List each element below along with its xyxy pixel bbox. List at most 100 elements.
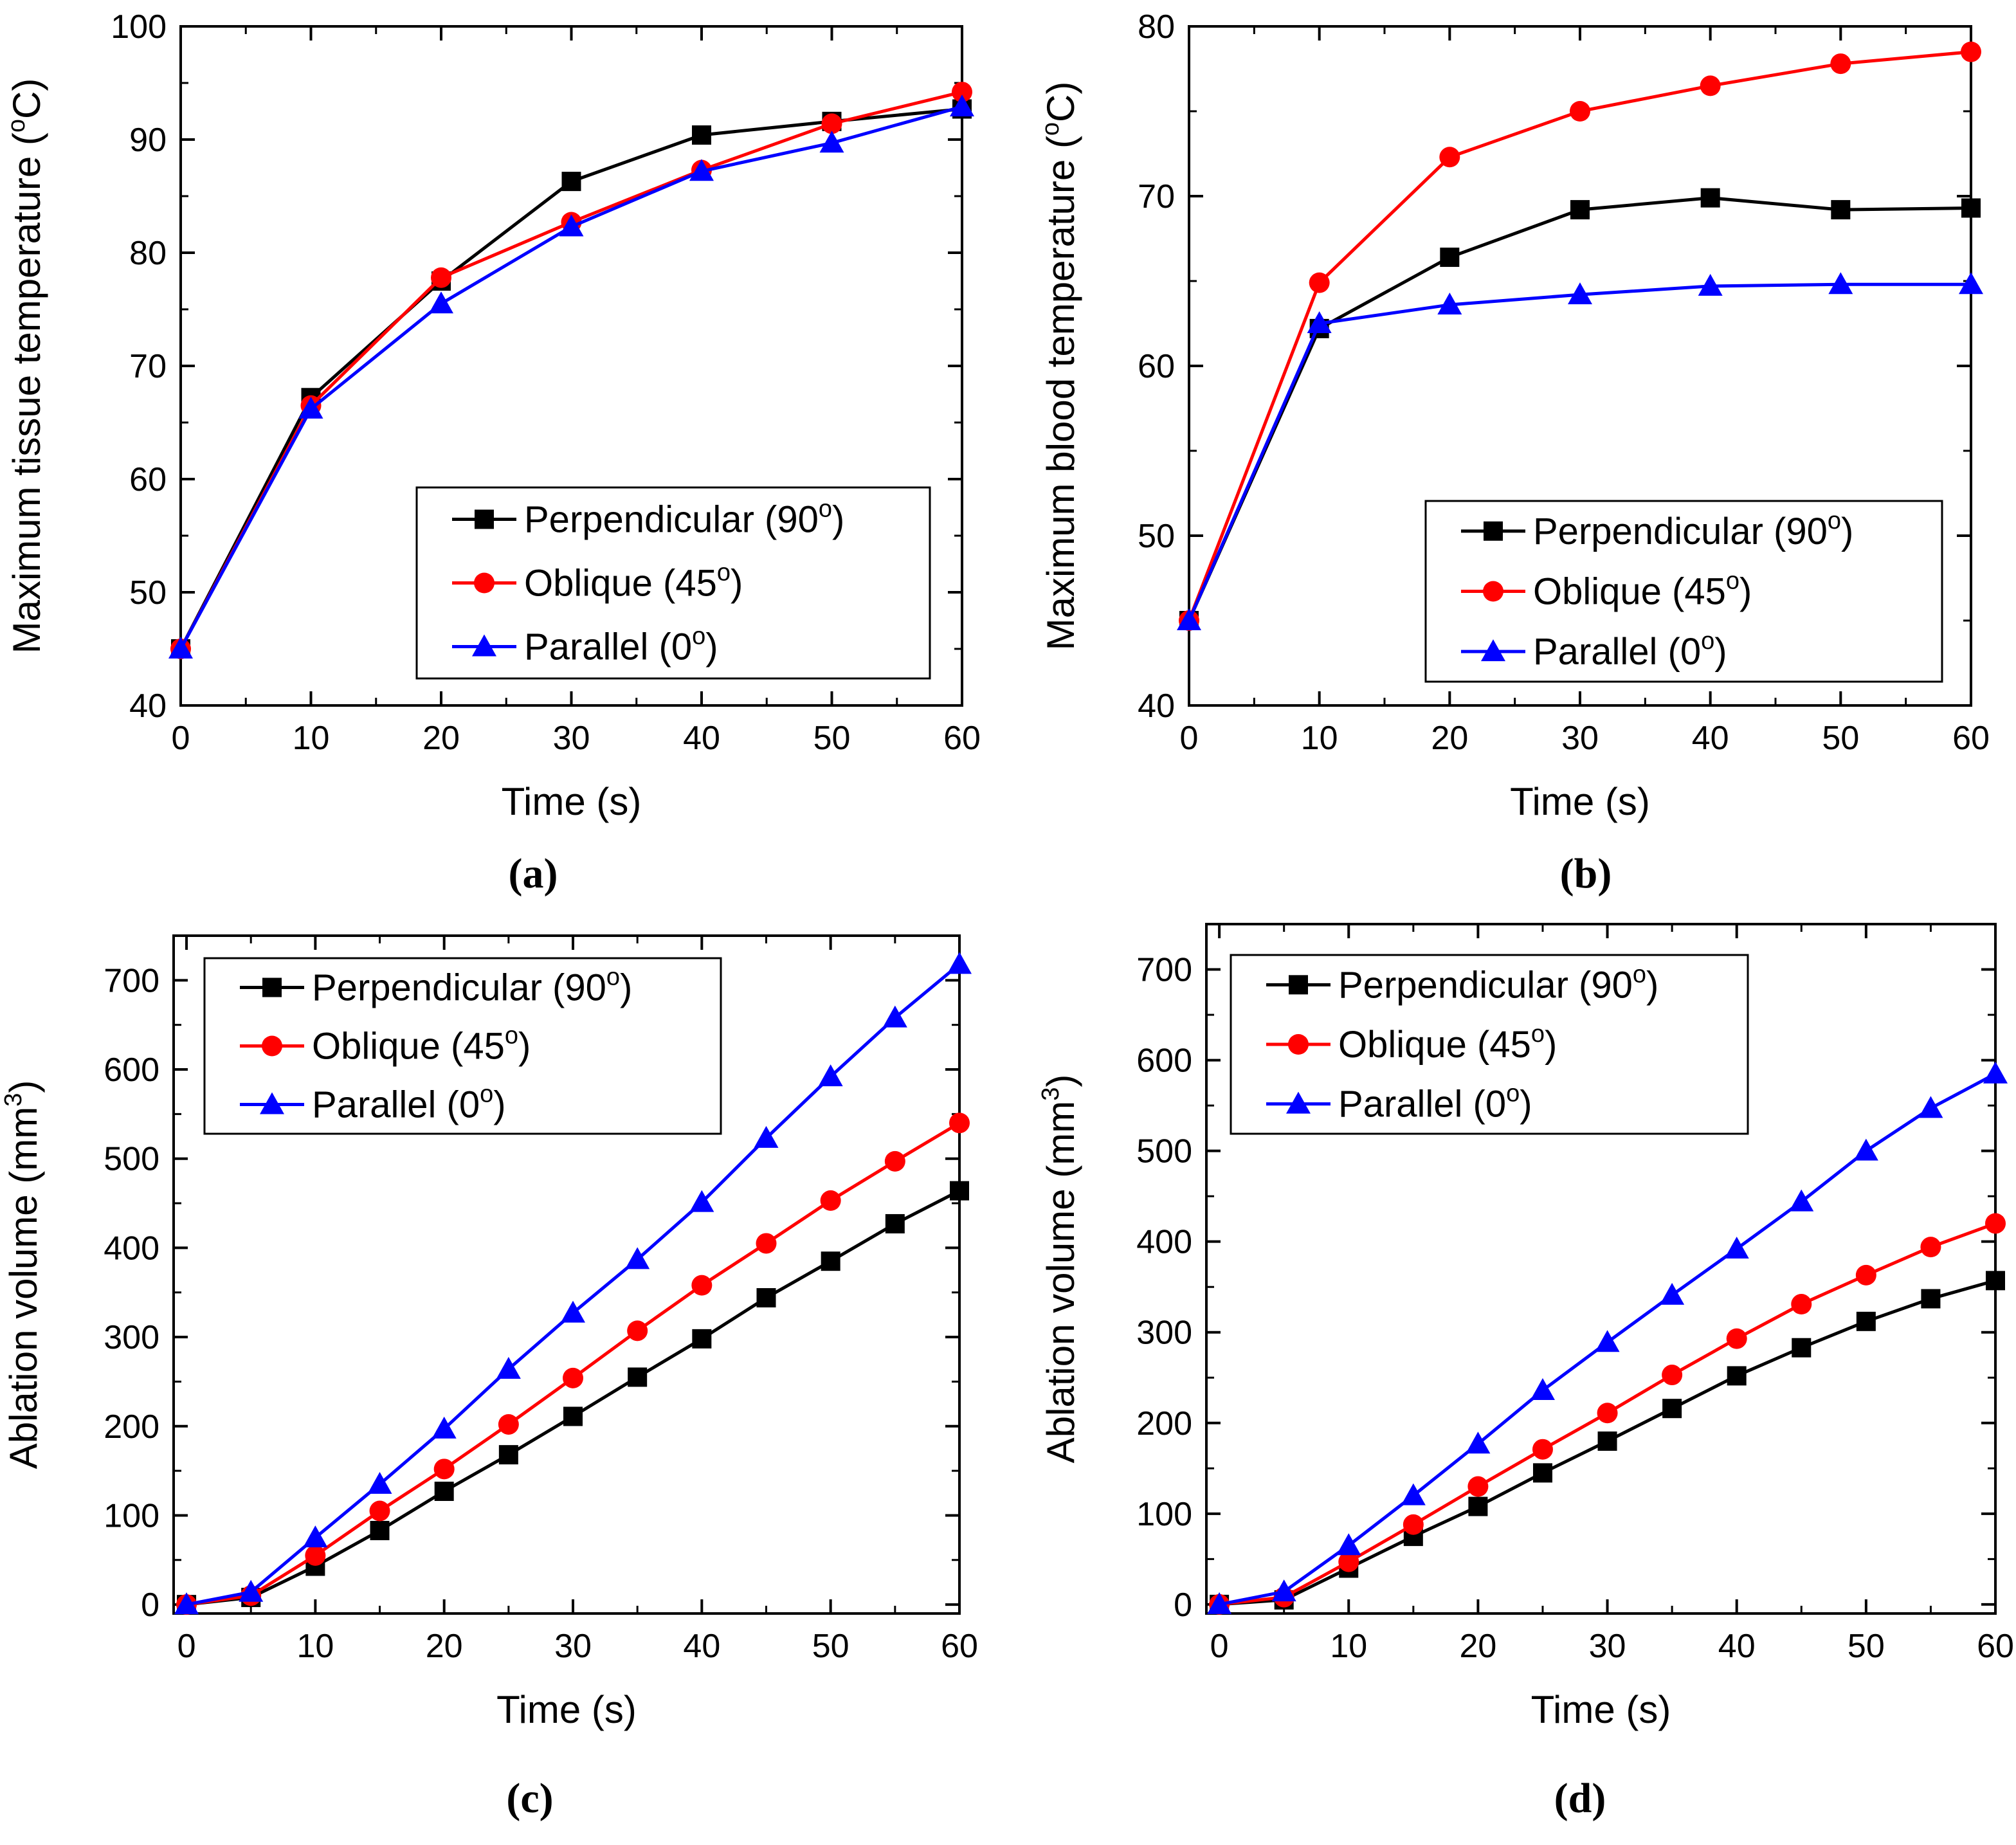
y-tick-label: 600 bbox=[104, 1051, 159, 1089]
legend-marker bbox=[1481, 639, 1505, 662]
legend-label-main: Parallel (0 bbox=[524, 626, 692, 668]
data-point bbox=[689, 159, 714, 181]
data-point bbox=[1532, 1463, 1552, 1483]
legend-label: Perpendicular (90o) bbox=[524, 496, 844, 541]
data-point bbox=[1831, 200, 1851, 220]
y-axis-title-main: Maximum tissue temperature ( bbox=[5, 132, 48, 653]
data-point bbox=[1920, 1237, 1941, 1258]
data-point bbox=[1597, 1403, 1618, 1424]
x-tick-label: 0 bbox=[1180, 720, 1199, 757]
data-point bbox=[561, 1300, 586, 1323]
data-point bbox=[1856, 1311, 1876, 1331]
y-tick-label: 50 bbox=[1138, 518, 1175, 555]
data-point bbox=[433, 1459, 455, 1480]
y-tick-label: 500 bbox=[104, 1141, 159, 1178]
legend-label-superscript: o bbox=[1531, 1021, 1545, 1048]
panel-label: (d) bbox=[1554, 1775, 1606, 1822]
legend-marker bbox=[1286, 1091, 1311, 1114]
data-point bbox=[885, 1213, 905, 1233]
plot-frame bbox=[1205, 923, 1997, 1615]
y-axis-title: Maximum blood temperature (oC) bbox=[1037, 82, 1082, 651]
y-tick-label: 300 bbox=[1136, 1314, 1192, 1352]
y-axis-title-superscript: o bbox=[1037, 122, 1064, 136]
data-point bbox=[1700, 188, 1720, 208]
y-tick-label: 700 bbox=[104, 962, 159, 999]
legend-label: Oblique (45o) bbox=[524, 559, 743, 604]
x-tick-label: 30 bbox=[1561, 720, 1599, 757]
data-point bbox=[298, 396, 323, 419]
data-point bbox=[559, 214, 584, 237]
data-point bbox=[1467, 1476, 1489, 1497]
legend-label-superscript: o bbox=[505, 1022, 518, 1050]
y-tick-label: 90 bbox=[129, 122, 167, 159]
legend-label-superscript: o bbox=[1828, 507, 1841, 534]
x-tick-label: 50 bbox=[812, 1628, 849, 1665]
x-tick-label: 50 bbox=[1822, 720, 1859, 757]
legend-marker bbox=[262, 977, 282, 997]
data-point bbox=[754, 1125, 779, 1148]
legend-label-superscript: o bbox=[1506, 1080, 1520, 1107]
data-point bbox=[818, 1064, 843, 1087]
y-axis-title-main: Maximum blood temperature ( bbox=[1039, 136, 1082, 650]
chart-panel-a: 0 10 20 30 40 50 60 40 50 60 70 80 90 100 Time (s) Maxi… bbox=[3, 8, 981, 897]
legend-label-main: Oblique (45 bbox=[312, 1026, 505, 1068]
legend-marker bbox=[1288, 1034, 1309, 1055]
data-point bbox=[756, 1288, 776, 1308]
y-tick-label: 700 bbox=[1136, 952, 1192, 989]
x-tick-label: 30 bbox=[554, 1628, 592, 1665]
x-tick-label: 60 bbox=[941, 1628, 978, 1665]
chart-panel-d: 0 10 20 30 40 50 600100200300400500600700Time … bbox=[1037, 923, 2014, 1822]
y-tick-label: 80 bbox=[129, 235, 167, 272]
y-tick-label: 400 bbox=[104, 1230, 159, 1267]
series-triangle bbox=[168, 94, 974, 659]
data-point bbox=[819, 131, 844, 153]
data-point bbox=[625, 1247, 650, 1269]
y-tick-label: 100 bbox=[111, 8, 167, 46]
y-axis-title: Ablation volume (mm3) bbox=[1037, 1075, 1082, 1464]
data-point bbox=[174, 1592, 199, 1615]
x-tick-label: 10 bbox=[1301, 720, 1338, 757]
panel-label: (a) bbox=[509, 850, 558, 897]
y-tick-label: 40 bbox=[1138, 687, 1175, 725]
legend-marker bbox=[1289, 975, 1308, 995]
x-tick-label: 50 bbox=[813, 720, 851, 757]
data-point bbox=[370, 1521, 390, 1541]
data-point bbox=[1791, 1294, 1812, 1315]
legend: Perpendicular (90o)Oblique (45o)Parallel… bbox=[1424, 500, 1943, 683]
data-point bbox=[1336, 1533, 1361, 1556]
data-point bbox=[692, 125, 711, 145]
x-axis-title: Time (s) bbox=[502, 780, 642, 823]
x-tick-label: 40 bbox=[1692, 720, 1729, 757]
data-point bbox=[882, 1005, 907, 1028]
x-tick-label: 40 bbox=[683, 720, 720, 757]
x-tick-label: 10 bbox=[1330, 1628, 1367, 1665]
legend-label-end: ) bbox=[518, 1026, 531, 1068]
data-point bbox=[1724, 1236, 1749, 1259]
data-point bbox=[239, 1579, 264, 1602]
y-axis-title-superscript: o bbox=[3, 119, 30, 132]
x-tick-label: 0 bbox=[172, 720, 190, 757]
data-point bbox=[431, 1416, 457, 1439]
legend-label-superscript: o bbox=[692, 623, 705, 650]
legend-label-end: ) bbox=[705, 626, 718, 668]
legend-label-main: Perpendicular (90 bbox=[312, 967, 606, 1009]
y-axis-title-end: ) bbox=[2, 1080, 45, 1093]
x-tick-label: 40 bbox=[1718, 1628, 1756, 1665]
data-point bbox=[168, 637, 193, 659]
chart-panel-b: 0 10 20 30 40 50 60 40 50 60 70 80 Time (s) Maximum b… bbox=[1037, 8, 1990, 897]
y-axis-title: Ablation volume (mm3) bbox=[0, 1080, 45, 1469]
y-axis-title-main: Ablation volume (mm bbox=[1039, 1101, 1082, 1464]
legend-label: Parallel (0o) bbox=[312, 1081, 506, 1126]
legend-label-superscript: o bbox=[717, 559, 731, 586]
y-tick-label: 60 bbox=[1138, 348, 1175, 385]
series-triangle bbox=[1207, 1061, 2008, 1614]
data-point bbox=[1961, 198, 1981, 218]
data-point bbox=[1570, 200, 1590, 220]
x-tick-label: 60 bbox=[1977, 1628, 2014, 1665]
data-point bbox=[627, 1320, 648, 1341]
legend-marker bbox=[1483, 581, 1503, 602]
legend-label-superscript: o bbox=[480, 1081, 493, 1108]
data-point bbox=[305, 1545, 326, 1566]
